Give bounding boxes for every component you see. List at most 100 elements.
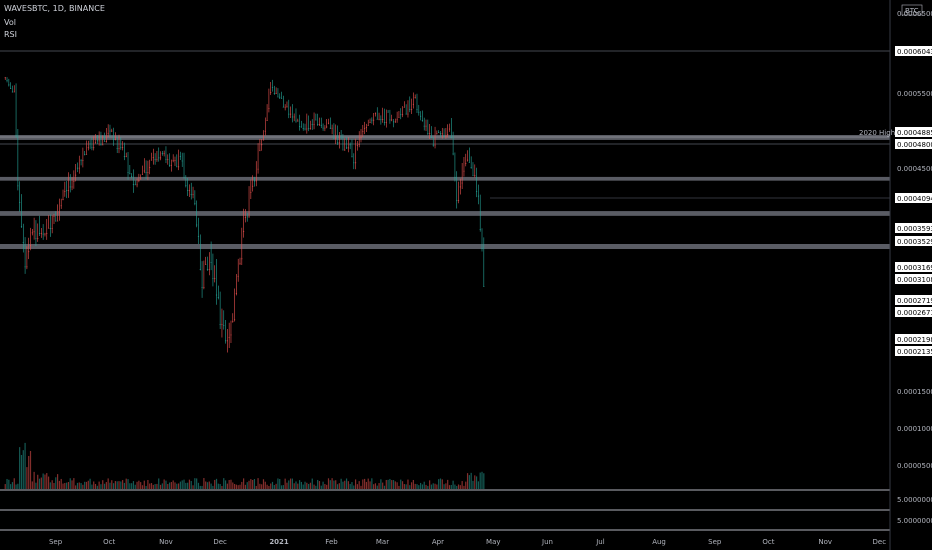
candle-body	[273, 93, 275, 94]
volume-bar	[210, 483, 212, 489]
time-tick-jul: Jul	[595, 538, 605, 546]
candle-body	[362, 131, 364, 132]
volume-bar	[479, 472, 481, 489]
volume-bar	[82, 484, 84, 489]
candle-body	[465, 163, 467, 164]
volume-bar	[275, 483, 277, 489]
volume-bar	[228, 480, 230, 489]
price-axis[interactable]: BTC 0.00065000 0.00060430 0.00055000 202…	[859, 4, 932, 525]
volume-bar	[367, 478, 369, 489]
candle-body	[230, 334, 232, 336]
candle-body	[156, 159, 158, 161]
candle-body	[159, 157, 162, 159]
volume-bar	[71, 480, 73, 489]
volume-bar	[300, 481, 303, 489]
volume-bar	[243, 478, 245, 489]
rsi-indicator-label[interactable]: RSI	[4, 30, 17, 39]
volume-bar	[425, 484, 427, 489]
volume-bar	[400, 479, 402, 489]
volume-bar	[362, 479, 364, 489]
volume-bar	[154, 484, 156, 489]
volume-bar	[241, 481, 243, 489]
candle-body	[317, 124, 319, 125]
candle-body	[120, 147, 122, 149]
volume-bar	[136, 481, 138, 489]
volume-bar	[174, 482, 176, 489]
price-label-box	[895, 223, 932, 233]
candle-body	[266, 120, 268, 121]
zone-4[interactable]	[0, 135, 890, 140]
volume-bar	[405, 484, 407, 489]
volume-bar	[315, 485, 317, 489]
volume-bar	[163, 479, 165, 489]
candle-body	[257, 168, 259, 170]
volume-bar	[98, 481, 100, 489]
volume-bar	[447, 479, 449, 489]
currency-badge-box	[901, 4, 923, 16]
volume-bar	[465, 481, 467, 489]
candle-body	[385, 121, 387, 123]
volume-bar	[42, 473, 44, 489]
volume-bar	[31, 481, 33, 489]
volume-bar	[331, 478, 333, 489]
volume-bar	[141, 485, 144, 489]
candle-body	[414, 97, 416, 98]
volume-bar	[293, 483, 295, 489]
zone-3[interactable]	[0, 176, 890, 181]
zone-1[interactable]	[0, 244, 890, 250]
volume-bar	[53, 482, 55, 489]
volume-bar	[349, 483, 351, 489]
volume-bar	[394, 481, 396, 489]
candle-body	[64, 191, 66, 192]
volume-bar	[96, 485, 98, 489]
volume-bar	[358, 481, 360, 489]
volume-bar	[335, 480, 337, 489]
symbol-title[interactable]: WAVESBTC, 1D, BINANCE	[4, 4, 105, 13]
candle-body	[46, 233, 48, 234]
volume-bar	[450, 484, 452, 489]
price-label-high: 0.00060430	[897, 48, 932, 56]
volume-bar	[129, 483, 131, 489]
candle-body	[308, 128, 310, 130]
volume-bar	[385, 479, 387, 489]
candle-body	[304, 128, 306, 130]
volume-bar	[15, 484, 17, 489]
candle-body	[187, 190, 189, 191]
candle-body	[347, 147, 349, 149]
candle-body	[420, 115, 422, 117]
candle-body	[44, 233, 46, 235]
candle-body	[443, 135, 445, 137]
time-tick-nov: Nov	[818, 538, 832, 546]
volume-bar	[380, 479, 382, 489]
volume-bar	[483, 473, 485, 489]
time-tick-may: May	[486, 538, 500, 546]
candle-body	[67, 190, 70, 191]
candle-body	[206, 269, 209, 271]
volume-bar	[6, 478, 8, 489]
price-label-z4-top: 0.00021980	[897, 336, 932, 344]
candle-body	[80, 160, 82, 161]
candle-body	[118, 148, 120, 149]
volume-bar	[311, 478, 313, 489]
volume-bar	[354, 479, 357, 489]
volume-bar	[172, 480, 174, 489]
candle-body	[75, 174, 77, 176]
candle-body	[360, 137, 362, 138]
candle-body	[468, 162, 470, 163]
volume-indicator-label[interactable]: Vol	[4, 18, 16, 27]
volume-bar	[277, 478, 279, 489]
volume-scale-tick: 5.00000000	[897, 496, 932, 504]
candle-body	[196, 224, 198, 226]
volume-bar	[84, 481, 86, 489]
candle-body	[147, 172, 149, 173]
zone-2[interactable]	[0, 211, 890, 216]
volume-bar	[387, 479, 389, 489]
volume-bar	[44, 474, 46, 489]
candle-body	[161, 153, 163, 154]
candle-body	[398, 117, 400, 118]
volume-bar	[389, 478, 391, 489]
candle-body	[42, 233, 44, 235]
volume-bar	[297, 483, 299, 489]
volume-bar	[19, 447, 21, 489]
